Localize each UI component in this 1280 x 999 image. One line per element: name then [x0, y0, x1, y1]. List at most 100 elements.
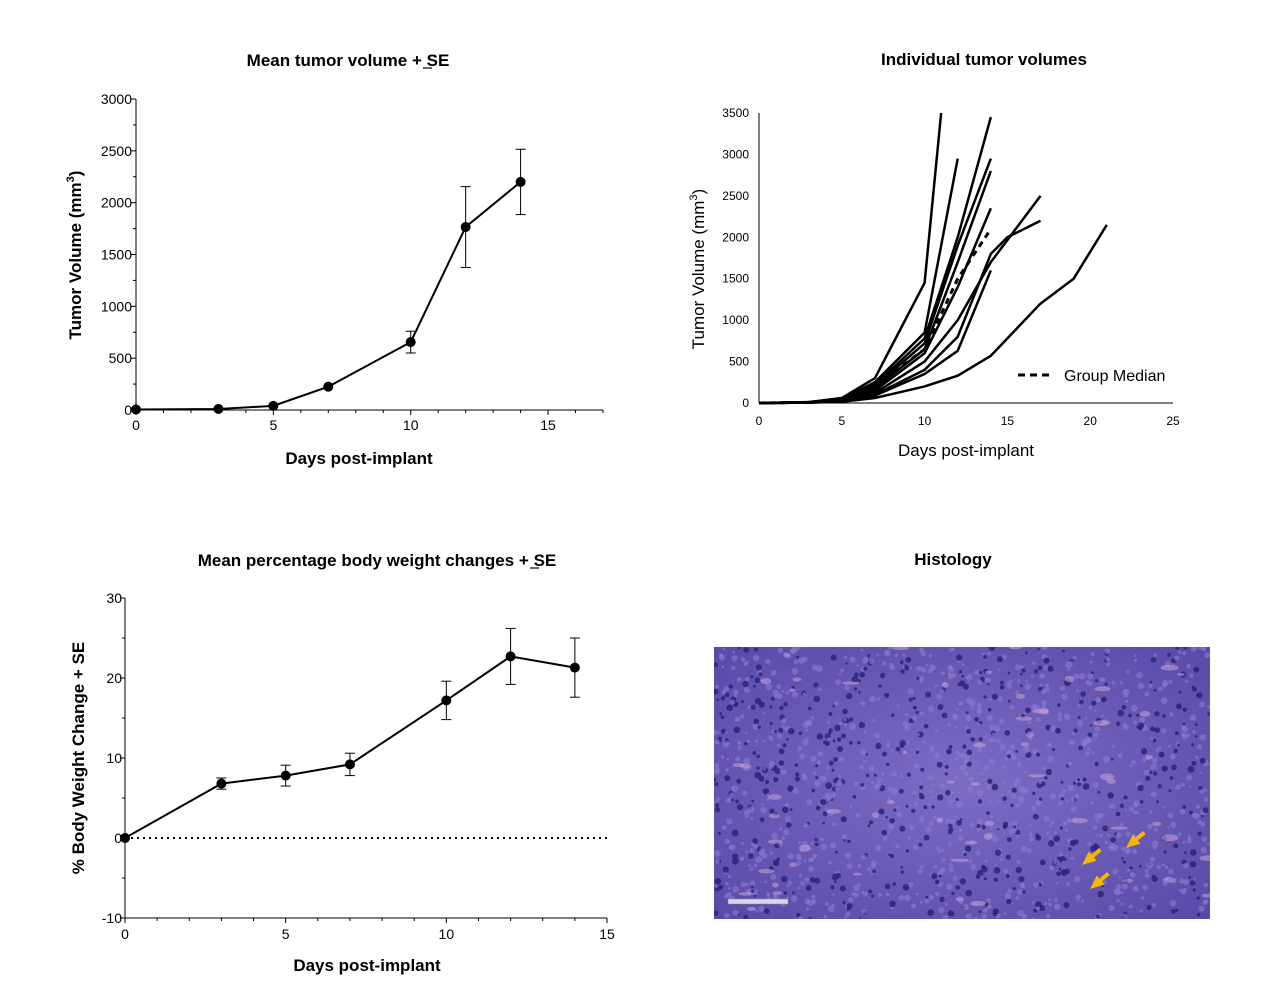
cell-nucleus [716, 797, 721, 802]
cell-nucleus [724, 775, 731, 782]
cell-nucleus [955, 885, 961, 890]
cell-nucleus [1060, 797, 1065, 801]
cell-nucleus [1073, 728, 1078, 733]
cell-nucleus [829, 842, 836, 849]
x-tick-label: 10 [439, 926, 455, 942]
cell-nucleus [734, 694, 737, 698]
cell-nucleus [984, 764, 990, 770]
cell-nucleus [876, 777, 883, 783]
cell-nucleus [791, 691, 798, 698]
cell-nucleus [722, 866, 729, 873]
cell-nucleus [1087, 732, 1093, 738]
cell-nucleus [1053, 835, 1060, 842]
chart1-title: Mean tumor volume + SE [247, 51, 450, 70]
cell-nucleus [796, 655, 800, 659]
cell-nucleus [827, 905, 835, 912]
cell-nucleus [957, 835, 964, 842]
cell-nucleus [1203, 882, 1208, 888]
cell-nucleus [1035, 833, 1040, 838]
cell-nucleus [846, 863, 853, 870]
cell-nucleus [744, 742, 748, 746]
cell-nucleus [1007, 671, 1011, 675]
cell-nucleus [1187, 765, 1195, 773]
cell-nucleus [927, 668, 933, 674]
cell-nucleus [1196, 692, 1203, 699]
cell-nucleus [1131, 705, 1138, 712]
cell-nucleus [791, 647, 798, 654]
cell-nucleus [958, 791, 961, 794]
cell-nucleus [848, 717, 854, 722]
cell-nucleus [886, 892, 890, 897]
cell-nucleus [813, 682, 819, 688]
cell-nucleus [1141, 748, 1148, 755]
cell-nucleus [898, 895, 905, 901]
cell-nucleus [1163, 805, 1166, 809]
cell-nucleus [832, 739, 836, 743]
cell-nucleus [944, 772, 948, 776]
cell-nucleus [1173, 843, 1179, 849]
cell-nucleus [1155, 748, 1159, 752]
cell-nucleus [815, 776, 819, 780]
cell-nucleus [1090, 651, 1095, 656]
cell-nucleus [923, 834, 930, 841]
cell-nucleus [934, 684, 938, 688]
cell-nucleus [933, 864, 938, 869]
cell-nucleus [996, 771, 999, 775]
cell-nucleus [844, 655, 848, 659]
cell-nucleus [1032, 791, 1036, 796]
cell-nucleus [1189, 673, 1194, 678]
arrow-icon [1082, 848, 1102, 865]
chart3-data [120, 627, 580, 843]
cell-nucleus [1199, 789, 1205, 794]
cell-nucleus [1123, 795, 1128, 800]
cell-nucleus [965, 711, 969, 714]
cell-nucleus [1043, 657, 1050, 664]
cell-nucleus [777, 733, 783, 739]
cell-nucleus [719, 712, 723, 716]
stroma-fiber [732, 763, 745, 767]
cell-nucleus [936, 846, 940, 850]
cell-nucleus [1021, 788, 1028, 795]
cell-nucleus [915, 710, 919, 715]
cell-nucleus [1169, 776, 1174, 780]
cell-nucleus [1167, 812, 1174, 819]
cell-nucleus [1090, 671, 1094, 675]
cell-nucleus [1165, 865, 1169, 869]
cell-nucleus [1038, 883, 1042, 887]
cell-nucleus [935, 879, 940, 885]
cell-nucleus [776, 743, 781, 748]
cell-nucleus [714, 782, 719, 787]
cell-nucleus [869, 820, 874, 825]
cell-nucleus [1157, 686, 1163, 692]
cell-nucleus [887, 797, 891, 800]
y-tick-label: 0 [124, 402, 132, 418]
cell-nucleus [843, 839, 846, 842]
cell-nucleus [885, 743, 891, 748]
x-tick-label: 20 [1084, 414, 1098, 428]
cell-nucleus [1104, 840, 1108, 844]
cell-nucleus [1123, 913, 1128, 919]
cell-nucleus [1197, 831, 1202, 836]
cell-nucleus [920, 650, 927, 657]
cell-nucleus [731, 665, 736, 670]
cell-nucleus [916, 666, 922, 672]
cell-nucleus [1154, 711, 1160, 717]
cell-nucleus [1057, 712, 1062, 717]
cell-nucleus [769, 705, 773, 709]
cell-nucleus [766, 798, 770, 802]
cell-nucleus [1048, 836, 1052, 839]
cell-nucleus [1193, 666, 1200, 673]
cell-nucleus [1043, 815, 1050, 822]
cell-nucleus [1136, 672, 1143, 679]
cell-nucleus [846, 903, 853, 909]
cell-nucleus [1039, 683, 1043, 688]
cell-nucleus [837, 746, 844, 752]
cell-nucleus [1110, 757, 1114, 761]
cell-nucleus [721, 825, 727, 830]
tissue-cells [714, 647, 1210, 919]
y-tick-label: 0 [114, 830, 122, 846]
cell-nucleus [987, 651, 991, 656]
cell-nucleus [828, 861, 832, 865]
cell-nucleus [1089, 724, 1093, 727]
